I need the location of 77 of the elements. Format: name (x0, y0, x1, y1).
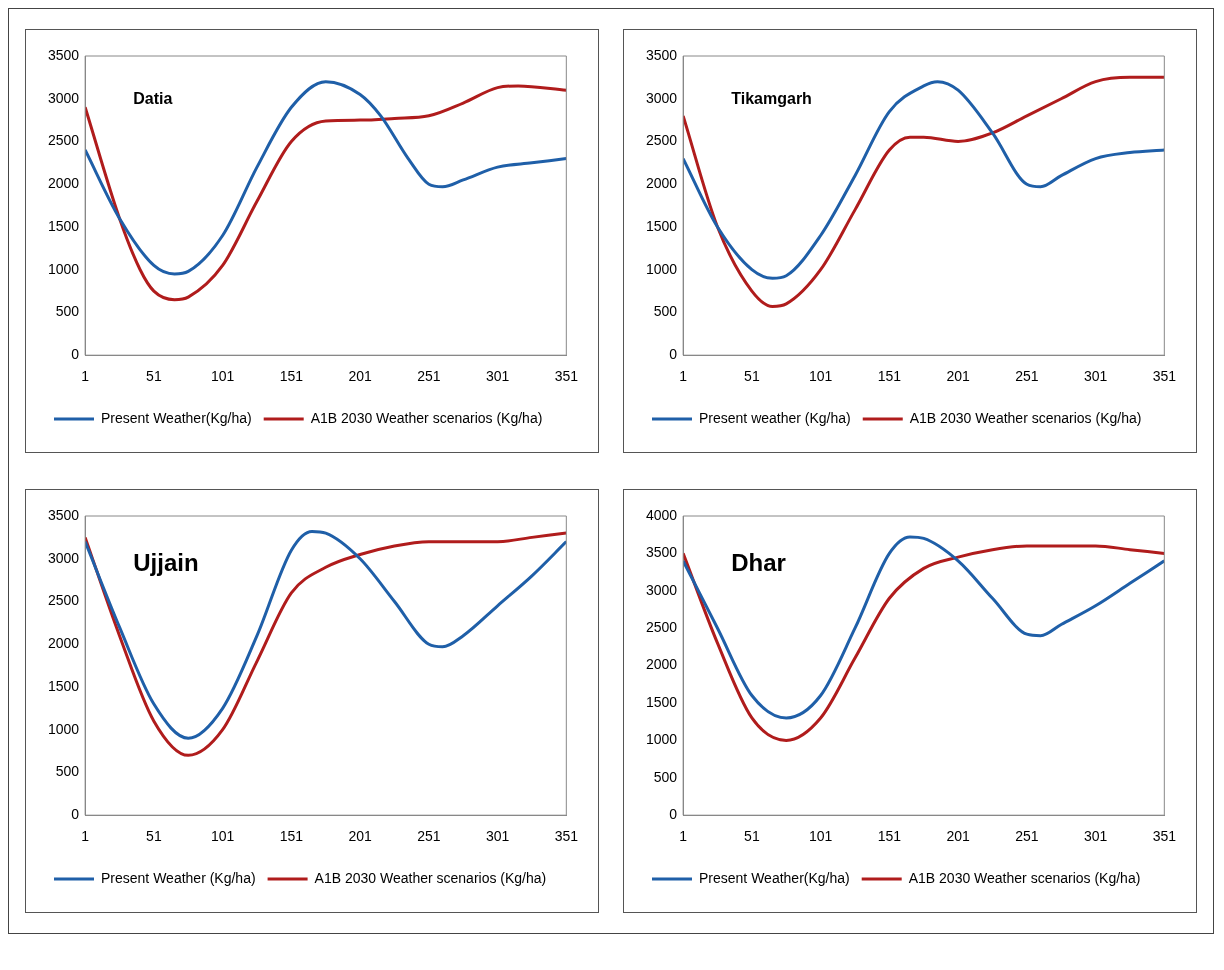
y-tick-label: 2500 (645, 619, 678, 636)
x-tick-label: 51 (744, 368, 760, 385)
y-tick-label: 1500 (47, 677, 80, 694)
y-tick-label: 2000 (645, 175, 678, 192)
y-tick-label: 1500 (645, 693, 678, 710)
legend-label: Present Weather(Kg/ha) (699, 869, 850, 886)
y-tick-label: 1000 (47, 720, 80, 737)
x-tick-label: 351 (1152, 828, 1177, 845)
legend-label: A1B 2030 Weather scenarios (Kg/ha) (314, 869, 547, 886)
legend-label: Present Weather(Kg/ha) (101, 409, 252, 426)
x-tick-label: 151 (877, 828, 902, 845)
y-tick-label: 3000 (47, 549, 80, 566)
x-tick-label: 151 (877, 368, 902, 385)
x-tick-label: 101 (210, 368, 235, 385)
legend-label: A1B 2030 Weather scenarios (Kg/ha) (310, 409, 543, 426)
y-tick-label: 500 (55, 763, 80, 780)
x-tick-label: 101 (210, 828, 235, 845)
x-tick-label: 1 (81, 828, 90, 845)
y-tick-label: 3500 (47, 506, 80, 523)
x-tick-label: 1 (81, 368, 90, 385)
x-tick-label: 251 (1015, 368, 1039, 385)
text: Dhar (731, 548, 786, 576)
y-tick-label: 1000 (47, 260, 80, 277)
y-tick-label: 500 (653, 303, 678, 320)
y-tick-label: 1500 (47, 217, 80, 234)
y-tick-label: 3000 (47, 89, 80, 106)
y-tick-label: 0 (71, 346, 80, 363)
y-tick-label: 3500 (645, 544, 678, 561)
y-tick-label: 3500 (645, 46, 678, 63)
y-tick-label: 2500 (47, 592, 80, 609)
y-tick-label: 0 (669, 806, 678, 823)
legend-label: A1B 2030 Weather scenarios (Kg/ha) (908, 869, 1141, 886)
legend-label: A1B 2030 Weather scenarios (Kg/ha) (909, 409, 1142, 426)
y-tick-label: 1500 (645, 217, 678, 234)
x-tick-label: 1 (679, 368, 688, 385)
x-tick-label: 251 (417, 368, 441, 385)
text: Datia (133, 90, 173, 108)
x-tick-label: 351 (1152, 368, 1177, 385)
y-tick-label: 500 (653, 768, 678, 785)
y-tick-label: 3000 (645, 89, 678, 106)
x-tick-label: 151 (279, 828, 304, 845)
legend-label: Present Weather (Kg/ha) (101, 869, 256, 886)
x-tick-label: 301 (1083, 828, 1108, 845)
x-tick-label: 301 (485, 828, 510, 845)
x-tick-label: 251 (417, 828, 441, 845)
x-tick-label: 351 (554, 828, 579, 845)
x-tick-label: 101 (808, 368, 833, 385)
x-tick-label: 101 (808, 828, 833, 845)
x-tick-label: 201 (946, 828, 970, 845)
y-tick-label: 0 (71, 806, 80, 823)
x-tick-label: 201 (946, 368, 970, 385)
y-tick-label: 3000 (645, 581, 678, 598)
y-tick-label: 1000 (645, 731, 678, 748)
y-tick-label: 500 (55, 303, 80, 320)
y-tick-label: 2000 (47, 635, 80, 652)
legend-label: Present weather (Kg/ha) (699, 409, 851, 426)
y-tick-label: 2000 (645, 656, 678, 673)
text: Tikamgarh (731, 90, 812, 108)
y-tick-label: 0 (669, 346, 678, 363)
x-tick-label: 351 (554, 368, 579, 385)
y-tick-label: 1000 (645, 260, 678, 277)
x-tick-label: 151 (279, 368, 304, 385)
x-tick-label: 301 (1083, 368, 1108, 385)
y-tick-label: 2500 (645, 132, 678, 149)
x-tick-label: 201 (348, 828, 372, 845)
x-tick-label: 51 (146, 368, 162, 385)
y-tick-label: 4000 (645, 506, 678, 523)
x-tick-label: 1 (679, 828, 688, 845)
x-tick-label: 51 (146, 828, 162, 845)
y-tick-label: 2000 (47, 175, 80, 192)
x-tick-label: 301 (485, 368, 510, 385)
y-tick-label: 2500 (47, 132, 80, 149)
x-tick-label: 201 (348, 368, 372, 385)
text: Ujjain (133, 548, 199, 576)
x-tick-label: 251 (1015, 828, 1039, 845)
x-tick-label: 51 (744, 828, 760, 845)
y-tick-label: 3500 (47, 46, 80, 63)
